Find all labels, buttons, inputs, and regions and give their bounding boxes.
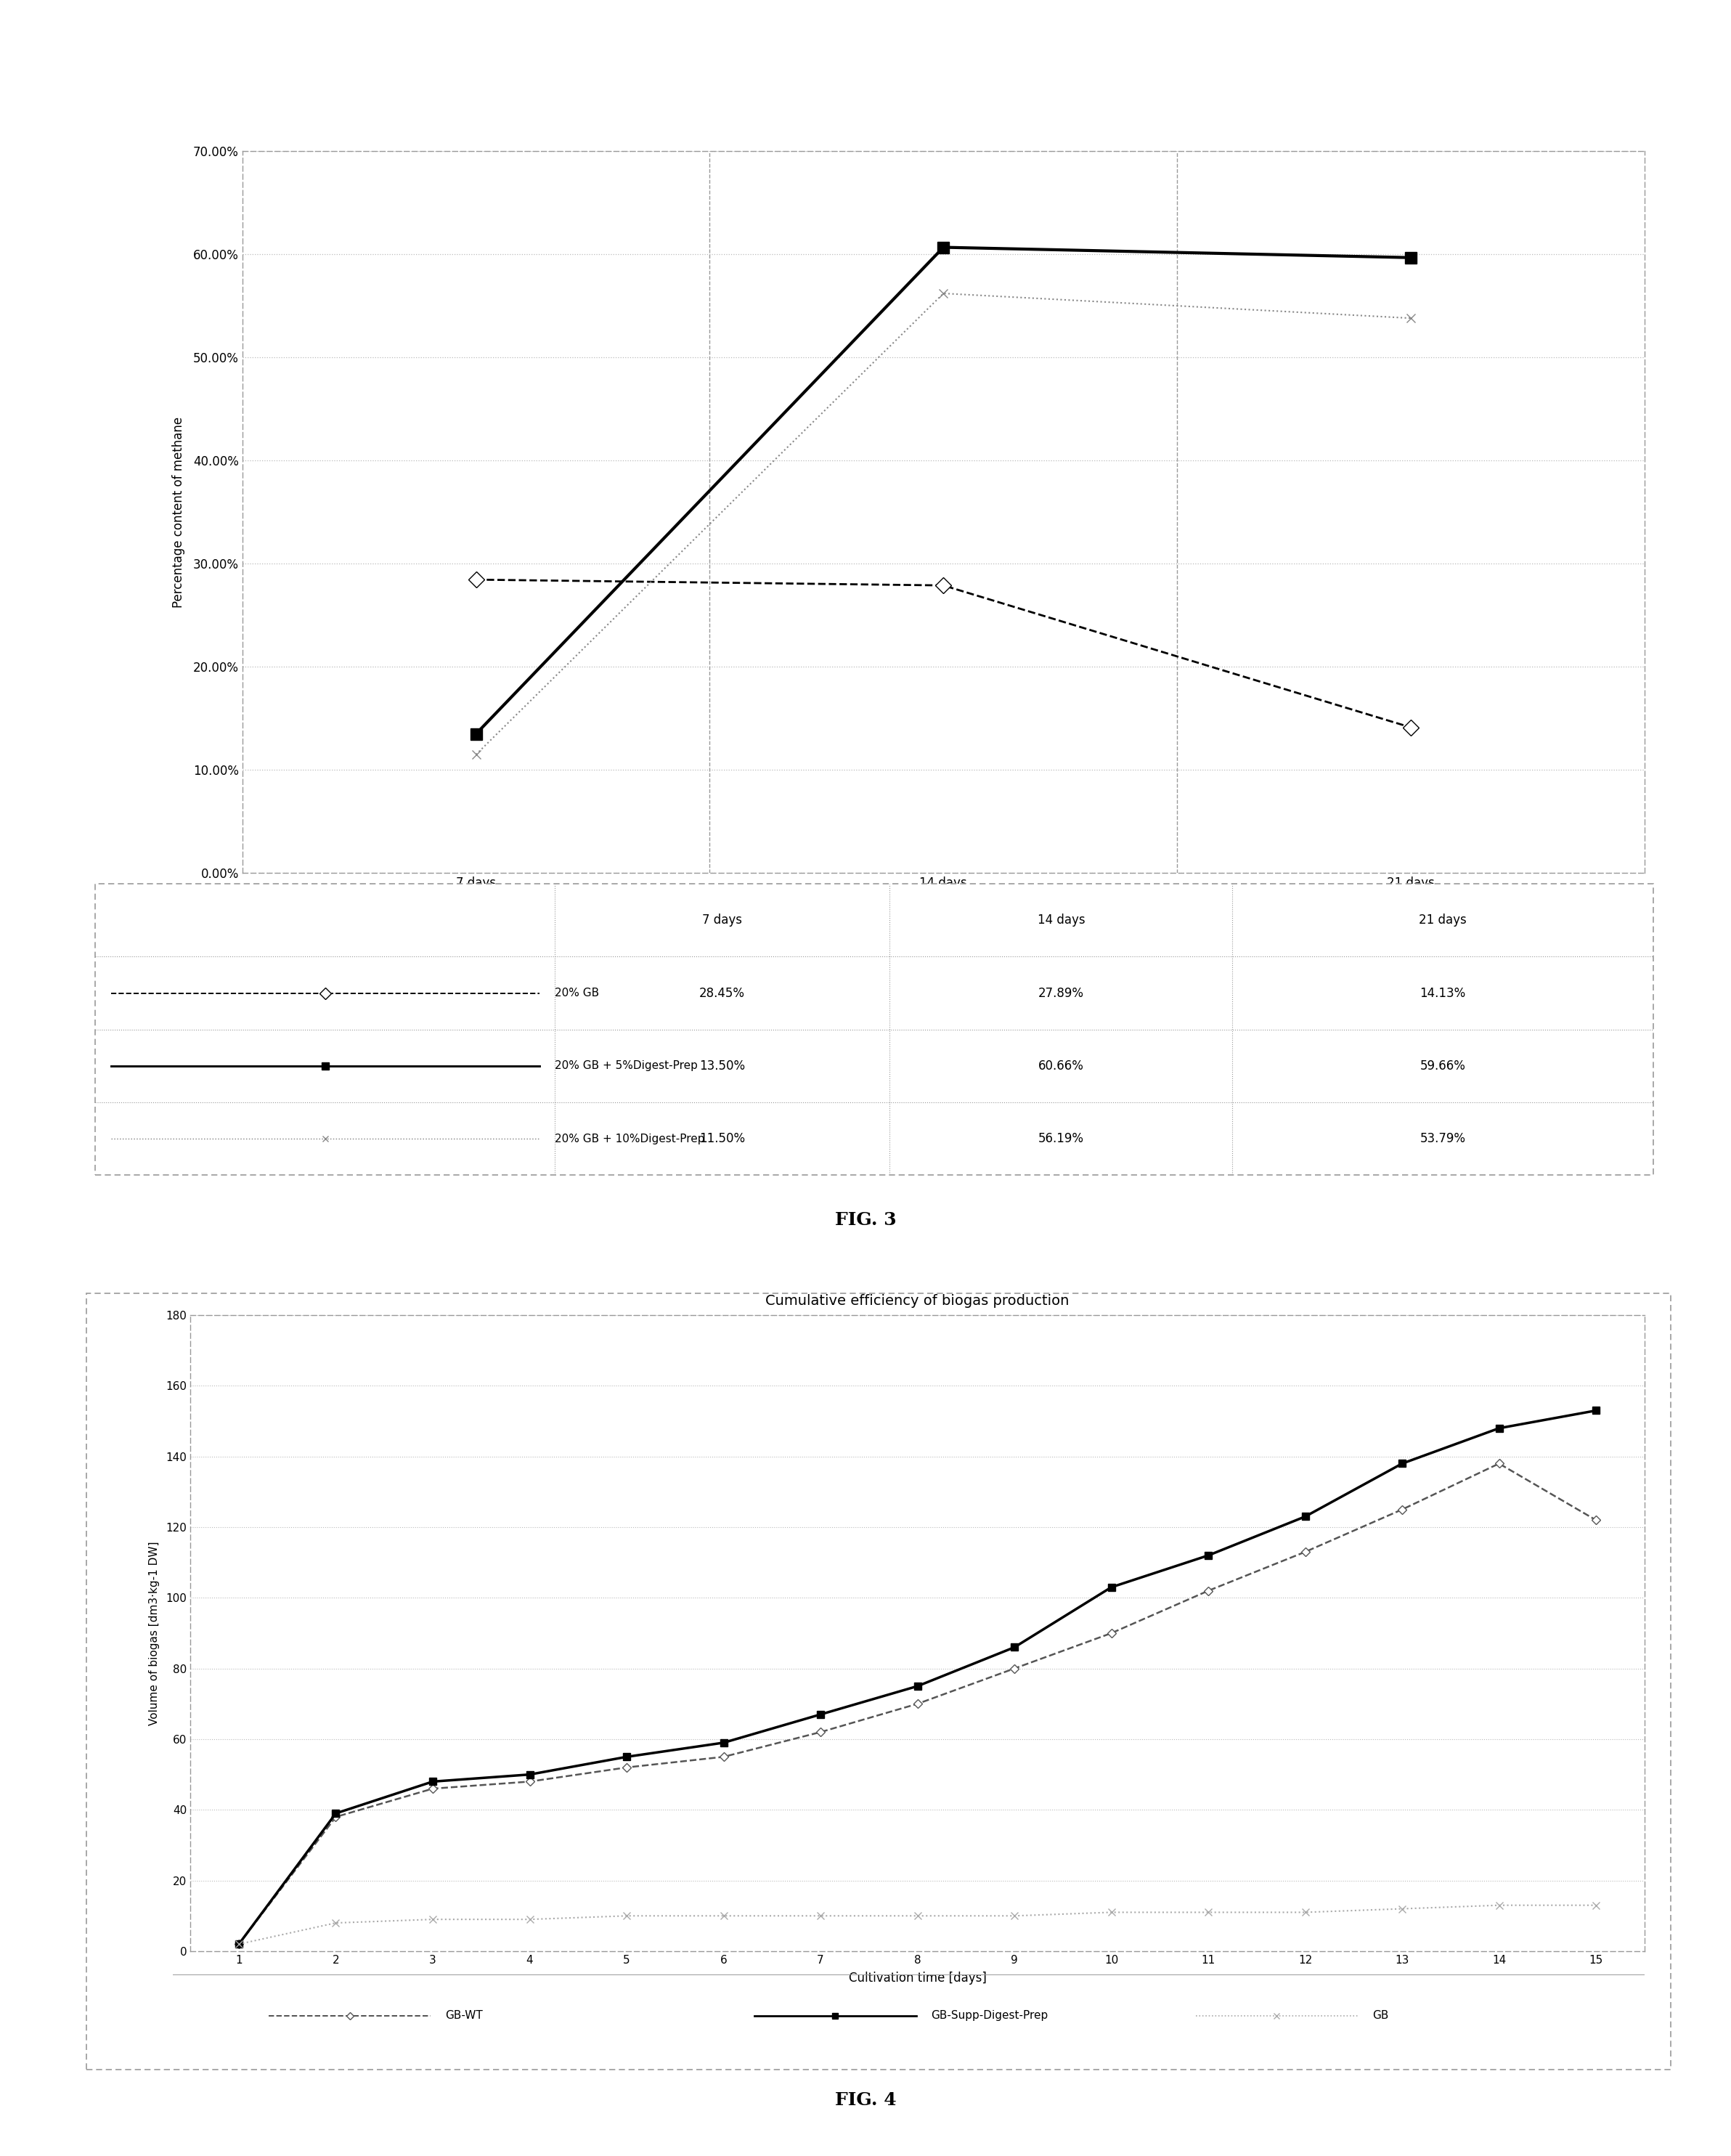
Text: 53.79%: 53.79% [1419,1132,1466,1145]
Text: 7 days: 7 days [703,914,743,927]
Text: 20% GB: 20% GB [554,987,599,998]
FancyBboxPatch shape [95,884,1653,1175]
X-axis label: Cultivation time [days]: Cultivation time [days] [848,1971,987,1986]
Text: GB: GB [1373,2009,1388,2020]
Text: 28.45%: 28.45% [699,987,744,1000]
Text: 20% GB + 5%Digest-Prep: 20% GB + 5%Digest-Prep [554,1061,698,1072]
Text: 20% GB + 10%Digest-Prep: 20% GB + 10%Digest-Prep [554,1134,705,1145]
Text: 60.66%: 60.66% [1039,1059,1084,1072]
Text: FIG. 4: FIG. 4 [834,2091,897,2109]
Text: 27.89%: 27.89% [1039,987,1084,1000]
Text: 14 days: 14 days [1037,914,1085,927]
Text: 14.13%: 14.13% [1419,987,1466,1000]
Text: FIG. 3: FIG. 3 [834,1212,897,1229]
Text: GB-Supp-Digest-Prep: GB-Supp-Digest-Prep [931,2009,1047,2020]
Y-axis label: Percentage content of methane: Percentage content of methane [171,416,185,608]
Text: GB-WT: GB-WT [445,2009,483,2020]
Y-axis label: Volume of biogas [dm3·kg-1 DW]: Volume of biogas [dm3·kg-1 DW] [149,1542,159,1725]
Text: 59.66%: 59.66% [1419,1059,1466,1072]
Text: 11.50%: 11.50% [699,1132,744,1145]
Text: 13.50%: 13.50% [699,1059,744,1072]
Text: 56.19%: 56.19% [1039,1132,1084,1145]
Title: Cumulative efficiency of biogas production: Cumulative efficiency of biogas producti… [765,1294,1070,1309]
Text: 21 days: 21 days [1419,914,1466,927]
